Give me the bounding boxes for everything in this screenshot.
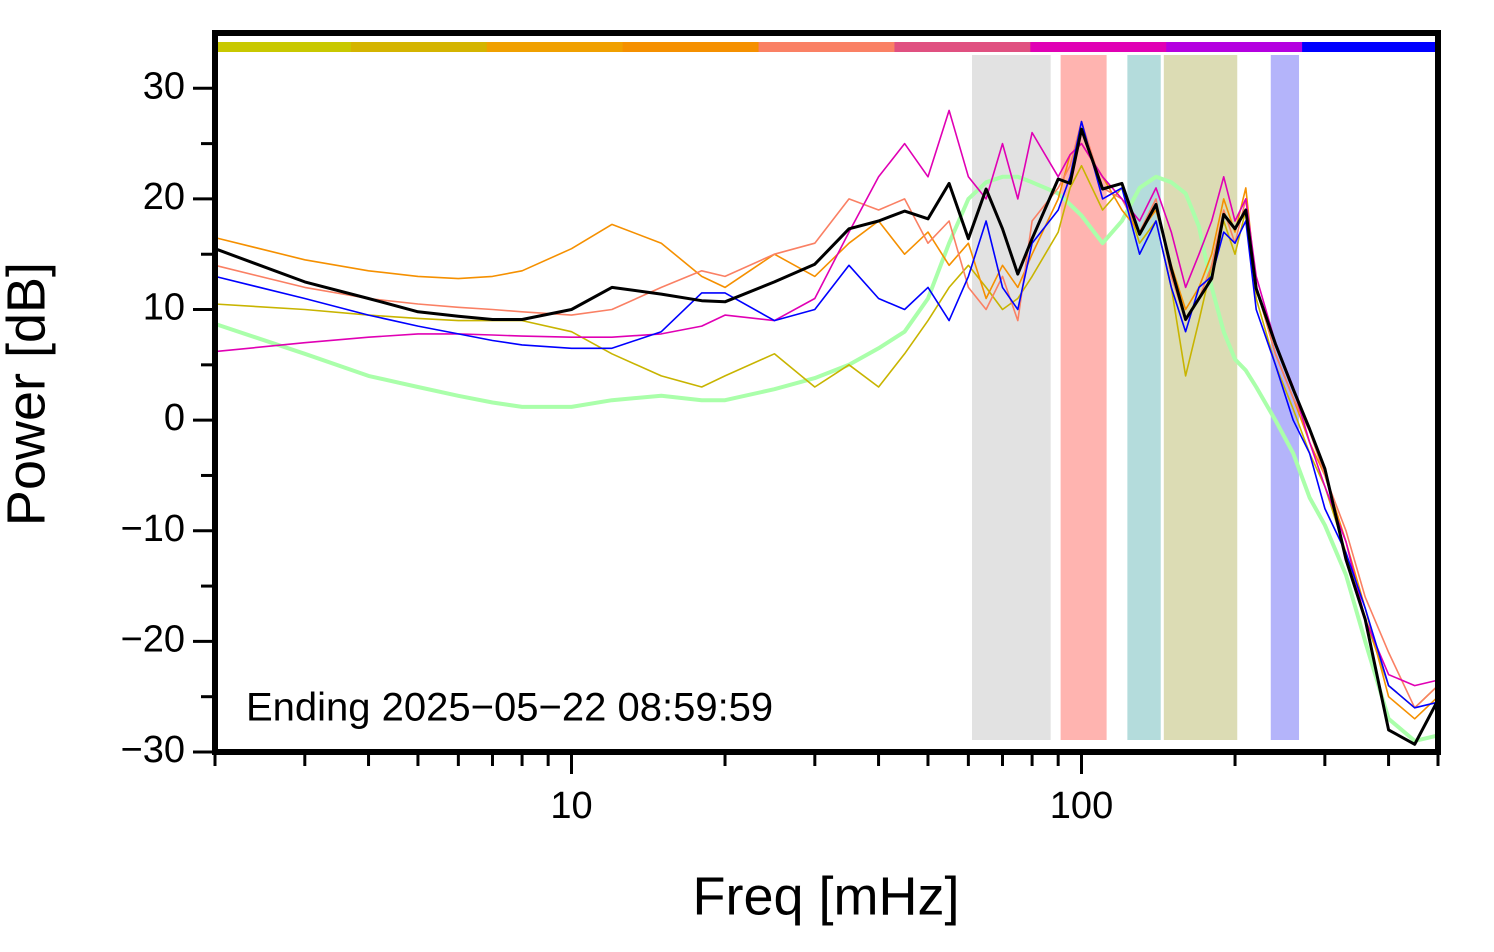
series-line: [214, 164, 1439, 709]
plot-area: [214, 55, 1440, 746]
colorbar-segment: [215, 42, 352, 52]
y-tick-label: −30: [121, 729, 185, 771]
frequency-band: [1060, 55, 1107, 740]
colorbar-segment: [486, 42, 624, 52]
x-tick-label: 100: [1050, 785, 1113, 827]
series-line: [214, 109, 1439, 687]
series-line: [214, 142, 1439, 720]
y-tick-label: −10: [121, 508, 185, 550]
series-line: [214, 174, 1439, 743]
frequency-band: [1270, 55, 1300, 740]
y-tick-label: 10: [143, 287, 185, 329]
colorbar-segment: [1166, 42, 1303, 52]
frequency-band: [1163, 55, 1238, 740]
y-tick-label: −20: [121, 618, 185, 660]
y-tick-label: 30: [143, 65, 185, 107]
series-line: [214, 120, 1439, 709]
annotation: Ending 2025−05−22 08:59:59: [246, 686, 773, 730]
colorbar-segment: [350, 42, 488, 52]
x-axis-label: Freq [mHz]: [692, 866, 959, 926]
y-axis-label: Power [dB]: [0, 262, 56, 526]
colorbar-segment: [1302, 42, 1439, 52]
plot-frame: [212, 30, 1441, 755]
x-tick-label: 10: [550, 785, 592, 827]
series-line: [214, 127, 1440, 746]
frequency-band: [972, 55, 1051, 740]
y-tick-label: 0: [164, 397, 185, 439]
colorbar-segment: [758, 42, 895, 52]
frequency-band: [1127, 55, 1161, 740]
y-tick-label: 20: [143, 176, 185, 218]
colorbar-segment: [622, 42, 760, 52]
colorbar-segment: [894, 42, 1031, 52]
series-line: [214, 120, 1439, 709]
colorbar-segment: [1030, 42, 1167, 52]
